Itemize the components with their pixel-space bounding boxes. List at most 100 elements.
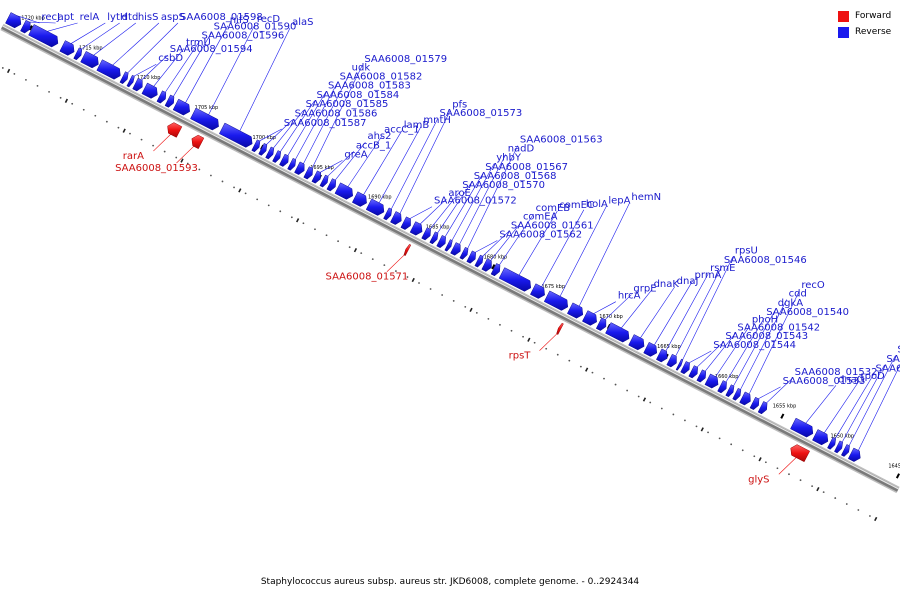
reverse-gene [287,157,297,171]
forward-gene [790,444,811,463]
legend: Forward Reverse [838,8,891,40]
major-tick-dash [758,457,762,462]
legend-label-forward: Forward [855,11,892,21]
minor-tick-dot [695,425,698,428]
minor-tick-dot [452,300,455,302]
minor-tick-dot [672,413,675,416]
reverse-gene-label: SAA6008_01567 [485,162,568,173]
leader-line [621,289,652,329]
label-leader-lines [17,15,900,475]
reverse-gene-label: rsmE [710,263,735,274]
reverse-gene-label: SAA6008_01572 [434,196,517,207]
reverse-gene-label: SAA6008_01590 [214,22,297,33]
reverse-gene [498,267,532,292]
minor-tick-dot [660,407,663,410]
leader-line [459,154,507,245]
reverse-genes [5,12,861,462]
minor-tick-dot [394,270,397,272]
reverse-gene [436,234,446,249]
reverse-gene [529,283,545,299]
reverse-gene-label: SAA6008_01528 [886,354,900,365]
reverse-gene [319,174,329,188]
reverse-gene [119,71,129,85]
minor-tick-dot [764,461,767,464]
minor-tick-dot [1,67,4,69]
reverse-gene-label: dgkA [778,298,803,309]
minor-tick-dot [799,479,802,482]
leader-line [444,172,484,237]
leader-line [29,21,56,24]
forward-gene [191,134,205,150]
major-tick-dash [6,68,11,74]
reverse-gene-label: prmA [695,270,722,281]
minor-tick-dot [13,73,16,75]
reverse-gene [474,254,484,268]
reverse-gene [757,401,768,415]
minor-tick-dot [591,371,594,374]
reverse-gene-label: SAA6008_01584 [317,90,400,101]
leader-line [640,286,675,338]
reverse-gene-label: lytH [107,12,127,23]
major-tick-dash [295,218,300,223]
major-tick-dash [122,128,126,133]
reverse-gene [643,341,658,357]
reverse-gene [20,19,31,34]
leader-line [740,299,787,390]
minor-tick-dot [845,503,848,505]
reverse-gene [566,302,584,319]
minor-tick-dot [59,96,62,99]
minor-tick-dot [533,341,536,344]
leader-line [266,119,293,145]
reverse-gene [680,361,690,375]
forward-gene [167,122,183,138]
reverse-gene [279,153,289,167]
reverse-gene [96,59,121,80]
reverse-gene [383,207,393,221]
reverse-gene-label: SAA6008_01562 [499,229,582,240]
reverse-gene-label: recO [801,280,825,291]
reverse-gene-label: holA [586,199,608,210]
leader-line [437,181,473,234]
major-tick-dash [64,98,69,103]
leader-line [841,364,885,443]
leader-line [17,15,40,24]
forward-gene [403,243,412,257]
scale-tick-label: 1690 kbp [368,195,392,201]
major-tick-dash [874,516,878,522]
scale-tick-label: 1650 kbp [831,434,855,440]
reverse-gene-label: SAA6008_01570 [462,180,545,191]
major-tick-dash [527,337,531,342]
reverse-gene-label: rpoD [860,371,885,382]
leader-line [559,206,607,297]
minor-tick-dot [244,192,247,195]
minor-tick-dot [36,84,39,87]
reverse-gene [666,353,677,368]
minor-tick-dot [626,389,629,392]
leader-line [386,254,405,272]
reverse-gene [605,322,630,343]
minor-tick-dot [221,180,224,183]
leader-line [165,41,200,93]
minor-tick-dot [441,294,444,296]
scale-tick-label: 1715 kbp [79,45,103,51]
reverse-gene-label: SAA6008_01582 [340,72,423,83]
major-tick-dash [411,277,415,283]
reverse-gene [704,373,719,389]
reverse-gene [429,231,439,245]
legend-label-reverse: Reverse [855,27,892,37]
leader-line [47,22,78,32]
reverse-gene-label: comEC [559,200,594,211]
major-tick-dash [353,248,358,253]
reverse-gene-label: nadD [508,143,535,154]
reverse-gene [126,74,135,88]
reverse-gene-label: hrcA [618,291,641,302]
minor-tick-dot [256,198,259,201]
minor-tick-dot [406,276,409,278]
reverse-gene [409,221,423,236]
leader-line [141,54,169,81]
reverse-gene [5,12,22,29]
minor-tick-dot [522,335,524,338]
leader-line [499,213,534,266]
minor-tick-dot [233,186,235,189]
reverse-gene-label: hisS [138,12,159,23]
